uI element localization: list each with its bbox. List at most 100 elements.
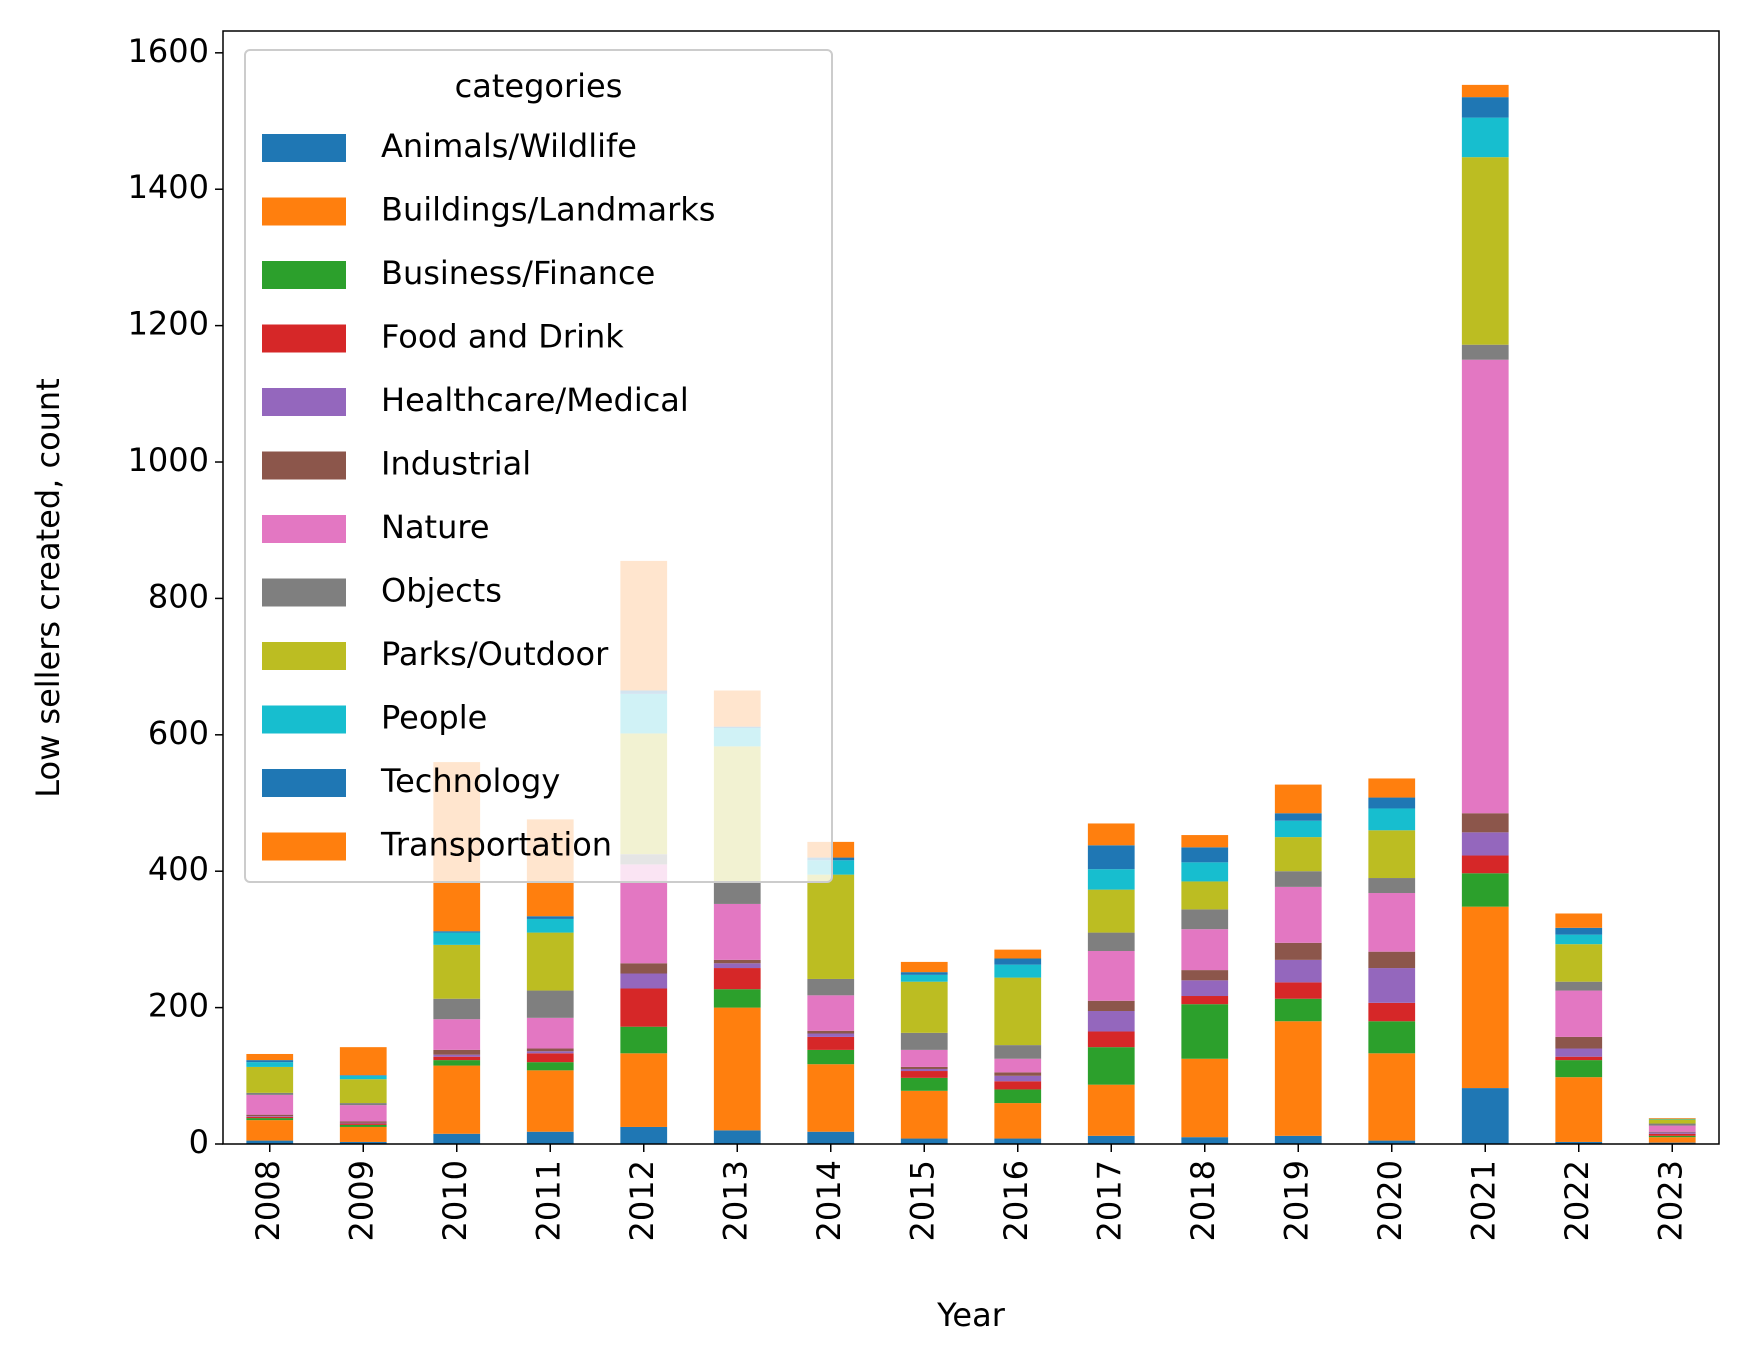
- bar-segment: [1181, 909, 1229, 930]
- y-tick-label: 1600: [128, 32, 209, 70]
- bar-segment: [900, 1032, 948, 1050]
- bar-segment: [433, 1054, 481, 1057]
- bar-segment: [1648, 1123, 1696, 1126]
- bar-segment: [620, 963, 668, 974]
- bar-segment: [526, 932, 574, 991]
- bar-segment: [900, 981, 948, 1033]
- y-axis-label: Low sellers created, count: [29, 378, 67, 798]
- bar-segment: [807, 978, 855, 996]
- bar-segment: [1087, 932, 1135, 951]
- legend-label: Food and Drink: [381, 318, 624, 356]
- bar-segment: [1181, 980, 1229, 997]
- bar-segment: [339, 1124, 387, 1127]
- bar-segment: [1181, 862, 1229, 882]
- bar-segment: [246, 1092, 294, 1095]
- bar-segment: [526, 1070, 574, 1132]
- x-tick-label: 2010: [436, 1160, 474, 1241]
- bar-segment: [339, 1103, 387, 1106]
- bar-segment: [900, 972, 948, 975]
- bar-segment: [339, 1047, 387, 1076]
- y-tick-label: 400: [148, 850, 209, 888]
- x-tick-label: 2012: [623, 1160, 661, 1241]
- bar-segment: [339, 1122, 387, 1124]
- legend-swatch: [262, 134, 346, 162]
- legend-label: Transportation: [380, 826, 612, 864]
- bar-segment: [713, 963, 761, 969]
- bar-segment: [1087, 845, 1135, 870]
- legend-label: Technology: [380, 762, 560, 800]
- bar-segment: [339, 1141, 387, 1144]
- bar-segment: [1181, 1058, 1229, 1138]
- bar-segment: [339, 1121, 387, 1123]
- bar-segment: [339, 1126, 387, 1142]
- bar-segment: [1368, 878, 1416, 894]
- legend-label: Industrial: [381, 445, 531, 483]
- legend-swatch: [262, 642, 346, 670]
- bar-segment: [526, 916, 574, 919]
- bar-segment: [1087, 1011, 1135, 1032]
- bar-segment: [526, 1062, 574, 1071]
- bar-segment: [713, 968, 761, 990]
- legend-label: Animals/Wildlife: [381, 127, 637, 165]
- bar-segment: [1461, 117, 1509, 158]
- bar-segment: [1461, 359, 1509, 814]
- bar-segment: [807, 1033, 855, 1037]
- legend-swatch: [262, 705, 346, 734]
- bar-segment: [246, 1060, 294, 1063]
- bar-segment: [433, 1060, 481, 1066]
- legend-swatch: [262, 324, 346, 353]
- bar-segment: [526, 1051, 574, 1054]
- bar-segment: [1087, 823, 1135, 846]
- bar-segment: [1368, 797, 1416, 809]
- legend-box: [244, 49, 833, 883]
- y-tick-label: 600: [148, 714, 209, 752]
- bar-segment: [1274, 813, 1322, 821]
- bar-segment: [1181, 1004, 1229, 1059]
- bar-segment: [713, 1007, 761, 1131]
- bar-segment: [1555, 934, 1603, 945]
- x-tick-label: 2016: [997, 1160, 1035, 1241]
- bar-segment: [807, 1064, 855, 1132]
- bar-segment: [713, 959, 761, 964]
- bar-segment: [1181, 847, 1229, 863]
- bar-segment: [807, 1049, 855, 1065]
- bar-segment: [994, 958, 1042, 965]
- bar-segment: [246, 1053, 294, 1061]
- bar-segment: [807, 995, 855, 1031]
- bar-segment: [994, 964, 1042, 978]
- bar-segment: [994, 1081, 1042, 1090]
- bar-segment: [246, 1114, 294, 1117]
- x-tick-label: 2022: [1558, 1160, 1596, 1241]
- bar-segment: [1461, 832, 1509, 856]
- legend-title: categories: [455, 67, 623, 105]
- bar-segment: [994, 1138, 1042, 1144]
- x-tick-label: 2011: [529, 1160, 567, 1241]
- bar-segment: [526, 1048, 574, 1052]
- x-tick-label: 2014: [810, 1160, 848, 1241]
- x-tick-label: 2017: [1090, 1160, 1128, 1241]
- bar-segment: [246, 1066, 294, 1093]
- bar-segment: [246, 1116, 294, 1119]
- bar-segment: [1087, 1000, 1135, 1012]
- bar-segment: [1368, 1002, 1416, 1022]
- x-tick-label: 2008: [249, 1160, 287, 1241]
- bar-segment: [1461, 97, 1509, 118]
- bar-segment: [1368, 1021, 1416, 1054]
- y-tick-label: 1000: [128, 441, 209, 479]
- bar-segment: [1181, 835, 1229, 848]
- bar-segment: [433, 1133, 481, 1144]
- bar-segment: [900, 974, 948, 982]
- bar-segment: [433, 1049, 481, 1055]
- bar-segment: [620, 1126, 668, 1144]
- bar-segment: [620, 973, 668, 989]
- bar-segment: [526, 918, 574, 933]
- x-tick-label: 2020: [1371, 1160, 1409, 1241]
- bar-segment: [900, 1071, 948, 1078]
- bar-segment: [1648, 1131, 1696, 1133]
- bar-segment: [1555, 990, 1603, 1037]
- x-tick-label: 2018: [1184, 1160, 1222, 1241]
- bar-segment: [1555, 913, 1603, 928]
- bar-segment: [900, 1066, 948, 1069]
- y-tick-label: 800: [148, 577, 209, 615]
